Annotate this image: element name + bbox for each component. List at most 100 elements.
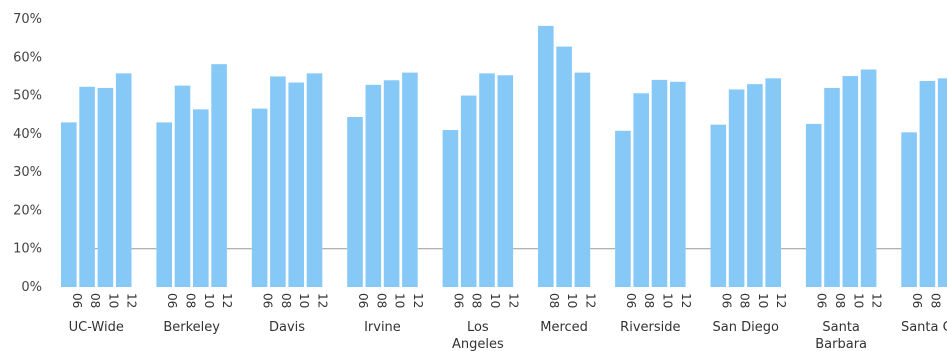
y-axis: 0% 10% 20% 30% 40% 50% 60% 70%: [13, 12, 42, 295]
campus-labels: UC-Wide Berkeley Davis Irvine Los Angeles Merc…: [69, 320, 947, 351]
year-tick-label: 12: [125, 293, 139, 308]
year-tick-label: 08: [833, 293, 847, 308]
year-tick-label: 08: [374, 293, 388, 308]
bar: [156, 122, 172, 288]
bar: [365, 84, 382, 287]
year-tick-label: 12: [870, 293, 884, 308]
year-tick-label: 08: [642, 293, 656, 308]
y-tick-label: 10%: [13, 242, 42, 257]
y-tick-label: 70%: [13, 12, 42, 27]
year-tick-label: 12: [774, 293, 788, 308]
campus-label: Angeles: [452, 337, 504, 351]
bar: [402, 72, 418, 287]
year-tick-label: 08: [279, 293, 293, 308]
year-tick-label: 10: [756, 293, 770, 308]
y-tick-label: 50%: [13, 89, 42, 104]
y-tick-label: 20%: [13, 203, 42, 218]
bar: [479, 73, 495, 288]
campus-label: Barbara: [815, 337, 867, 351]
campus-label: Los: [467, 320, 489, 335]
year-tick-label: 08: [184, 293, 198, 308]
campus-label: UC-Wide: [69, 320, 124, 335]
bar: [497, 75, 514, 287]
bar: [633, 93, 649, 288]
bar: [442, 130, 459, 287]
y-tick-label: 30%: [13, 165, 42, 180]
year-tick-label: 08: [928, 293, 942, 308]
bar: [79, 86, 95, 288]
bar: [765, 78, 781, 287]
bar: [937, 78, 947, 287]
year-tick-label: 06: [451, 293, 465, 308]
bar: [615, 130, 631, 287]
bar: [919, 81, 936, 288]
campus-label: Santa Cruz: [901, 320, 947, 335]
y-tick-label: 0%: [21, 280, 42, 295]
campus-label: Merced: [540, 320, 588, 335]
year-tick-label: 12: [411, 293, 425, 308]
campus-label: San Diego: [713, 320, 779, 335]
bar: [288, 82, 304, 287]
bar: [574, 72, 591, 287]
bar: [347, 117, 363, 287]
year-tick-label: 08: [88, 293, 102, 308]
bar: [538, 25, 554, 287]
year-tick-label: 06: [70, 293, 84, 308]
campus-label: Davis: [269, 320, 305, 335]
year-tick-label: 10: [565, 293, 579, 308]
year-tick-label: 06: [910, 293, 924, 308]
year-tick-label: 10: [202, 293, 216, 308]
year-labels: 06 08 10 12 06 08 10 12 06 08 10 12 06 08 10 12 06 08 10 12…: [70, 293, 947, 308]
bar: [193, 109, 209, 287]
year-tick-label: 10: [488, 293, 502, 308]
year-tick-label: 08: [738, 293, 752, 308]
bar: [651, 79, 668, 288]
campus-label: Berkeley: [163, 320, 220, 335]
bar: [383, 80, 400, 287]
bar: [556, 46, 572, 287]
bars: [61, 25, 947, 288]
year-tick-label: 06: [356, 293, 370, 308]
year-tick-label: 08: [547, 293, 561, 308]
y-tick-label: 60%: [13, 50, 42, 65]
year-tick-label: 12: [506, 293, 520, 308]
year-tick-label: 06: [261, 293, 275, 308]
year-tick-label: 10: [106, 293, 120, 308]
year-tick-label: 10: [393, 293, 407, 308]
bar: [842, 76, 859, 287]
year-tick-label: 12: [316, 293, 330, 308]
y-tick-label: 40%: [13, 127, 42, 142]
year-tick-label: 06: [815, 293, 829, 308]
year-tick-label: 06: [624, 293, 638, 308]
year-tick-label: 12: [679, 293, 693, 308]
bar: [710, 124, 727, 287]
bar: [901, 132, 917, 287]
year-tick-label: 12: [583, 293, 597, 308]
bar: [460, 95, 477, 287]
bar: [805, 123, 822, 288]
year-tick-label: 06: [719, 293, 733, 308]
bar: [306, 73, 323, 288]
bar: [270, 76, 286, 288]
year-tick-label: 10: [851, 293, 865, 308]
year-tick-label: 12: [220, 293, 234, 308]
year-tick-label: 06: [165, 293, 179, 308]
bar: [174, 85, 191, 288]
campus-label: Irvine: [364, 320, 401, 335]
bar: [251, 108, 268, 287]
bar: [728, 89, 745, 287]
bar: [824, 87, 840, 287]
bar: [61, 122, 77, 288]
bar: [747, 84, 763, 287]
bar: [860, 69, 877, 287]
campus-label: Santa: [822, 320, 860, 335]
year-tick-label: 08: [470, 293, 484, 308]
bar: [670, 81, 686, 287]
bar: [115, 73, 132, 288]
campus-label: Riverside: [620, 320, 680, 335]
year-tick-label: 10: [297, 293, 311, 308]
year-tick-label: 10: [661, 293, 675, 308]
bar: [211, 64, 227, 288]
bar: [97, 87, 114, 287]
